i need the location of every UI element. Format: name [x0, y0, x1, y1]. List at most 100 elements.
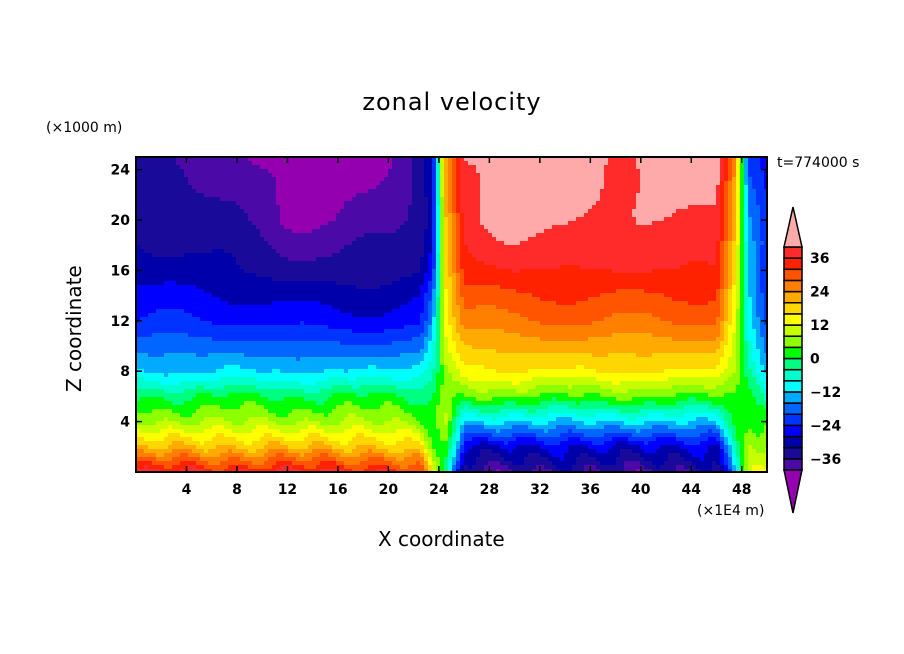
contour-cell: [416, 265, 421, 270]
contour-cell: [324, 257, 329, 262]
contour-cell: [608, 229, 613, 234]
contour-cell: [140, 237, 145, 242]
contour-cell: [696, 221, 701, 226]
contour-cell: [664, 229, 669, 234]
contour-cell: [560, 233, 565, 238]
contour-cell: [308, 281, 313, 286]
contour-cell: [308, 157, 313, 162]
contour-cell: [668, 225, 673, 230]
contour-cell: [320, 201, 325, 206]
contour-cell: [424, 241, 429, 246]
contour-cell: [384, 265, 389, 270]
contour-cell: [156, 181, 161, 186]
contour-cell: [148, 269, 153, 274]
contour-cell: [340, 241, 345, 246]
contour-cell: [188, 189, 193, 194]
contour-cell: [588, 185, 593, 190]
contour-cell: [432, 221, 437, 226]
contour-cell: [592, 273, 597, 278]
contour-cell: [756, 209, 761, 214]
contour-cell: [396, 281, 401, 286]
contour-cell: [732, 169, 737, 174]
contour-cell: [232, 273, 237, 278]
contour-cell: [468, 189, 473, 194]
contour-cell: [332, 157, 337, 162]
contour-cell: [328, 257, 333, 262]
contour-cell: [596, 161, 601, 166]
contour-cell: [444, 161, 449, 166]
contour-cell: [392, 161, 397, 166]
contour-cell: [740, 197, 745, 202]
contour-cell: [228, 225, 233, 230]
contour-cell: [452, 161, 457, 166]
contour-cell: [740, 249, 745, 254]
contour-cell: [224, 273, 229, 278]
contour-cell: [628, 221, 633, 226]
contour-cell: [512, 257, 517, 262]
contour-cell: [644, 253, 649, 258]
contour-cell: [572, 237, 577, 242]
contour-cell: [488, 249, 493, 254]
contour-cell: [736, 185, 741, 190]
contour-cell: [392, 209, 397, 214]
contour-cell: [292, 265, 297, 270]
contour-cell: [304, 169, 309, 174]
contour-cell: [260, 201, 265, 206]
contour-cell: [452, 269, 457, 274]
contour-cell: [744, 161, 749, 166]
contour-cell: [480, 193, 485, 198]
contour-cell: [660, 265, 665, 270]
contour-cell: [152, 197, 157, 202]
contour-cell: [484, 189, 489, 194]
contour-cell: [640, 209, 645, 214]
contour-cell: [388, 205, 393, 210]
contour-cell: [752, 181, 757, 186]
contour-cell: [736, 213, 741, 218]
contour-cell: [264, 265, 269, 270]
contour-cell: [472, 241, 477, 246]
contour-cell: [336, 241, 341, 246]
contour-cell: [140, 213, 145, 218]
contour-cell: [632, 169, 637, 174]
contour-cell: [216, 213, 221, 218]
contour-cell: [644, 229, 649, 234]
contour-cell: [196, 273, 201, 278]
contour-cell: [512, 157, 517, 162]
contour-cell: [284, 225, 289, 230]
contour-cell: [392, 189, 397, 194]
contour-cell: [228, 265, 233, 270]
contour-cell: [364, 225, 369, 230]
contour-cell: [160, 265, 165, 270]
contour-cell: [616, 249, 621, 254]
contour-cell: [492, 269, 497, 274]
contour-cell: [184, 181, 189, 186]
contour-cell: [428, 201, 433, 206]
contour-cell: [584, 253, 589, 258]
contour-cell: [468, 273, 473, 278]
contour-cell: [328, 233, 333, 238]
contour-cell: [188, 265, 193, 270]
contour-cell: [676, 265, 681, 270]
contour-cell: [712, 261, 717, 266]
contour-cell: [148, 221, 153, 226]
contour-cell: [384, 273, 389, 278]
contour-cell: [424, 221, 429, 226]
contour-cell: [620, 181, 625, 186]
contour-cell: [536, 273, 541, 278]
contour-cell: [212, 193, 217, 198]
contour-cell: [296, 237, 301, 242]
contour-cell: [504, 273, 509, 278]
contour-cell: [548, 261, 553, 266]
contour-cell: [288, 181, 293, 186]
contour-cell: [432, 193, 437, 198]
contour-cell: [452, 173, 457, 178]
contour-cell: [444, 261, 449, 266]
contour-cell: [560, 253, 565, 258]
contour-cell: [600, 209, 605, 214]
contour-cell: [244, 237, 249, 242]
contour-cell: [188, 181, 193, 186]
contour-cell: [264, 281, 269, 286]
contour-cell: [224, 237, 229, 242]
contour-cell: [228, 189, 233, 194]
